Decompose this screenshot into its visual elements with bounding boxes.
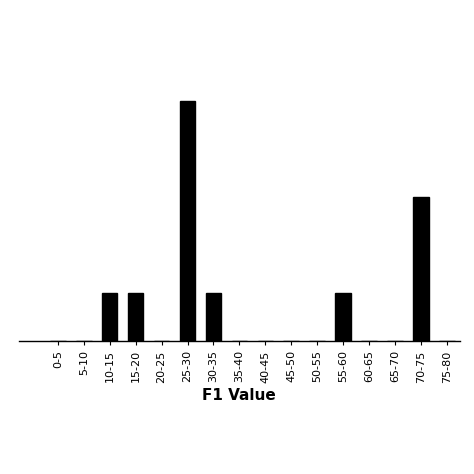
Bar — [206, 293, 221, 341]
X-axis label: F1 Value: F1 Value — [202, 388, 276, 403]
Bar — [128, 293, 144, 341]
Bar — [102, 293, 118, 341]
Bar — [335, 293, 351, 341]
Bar — [180, 101, 195, 341]
Bar — [413, 197, 428, 341]
